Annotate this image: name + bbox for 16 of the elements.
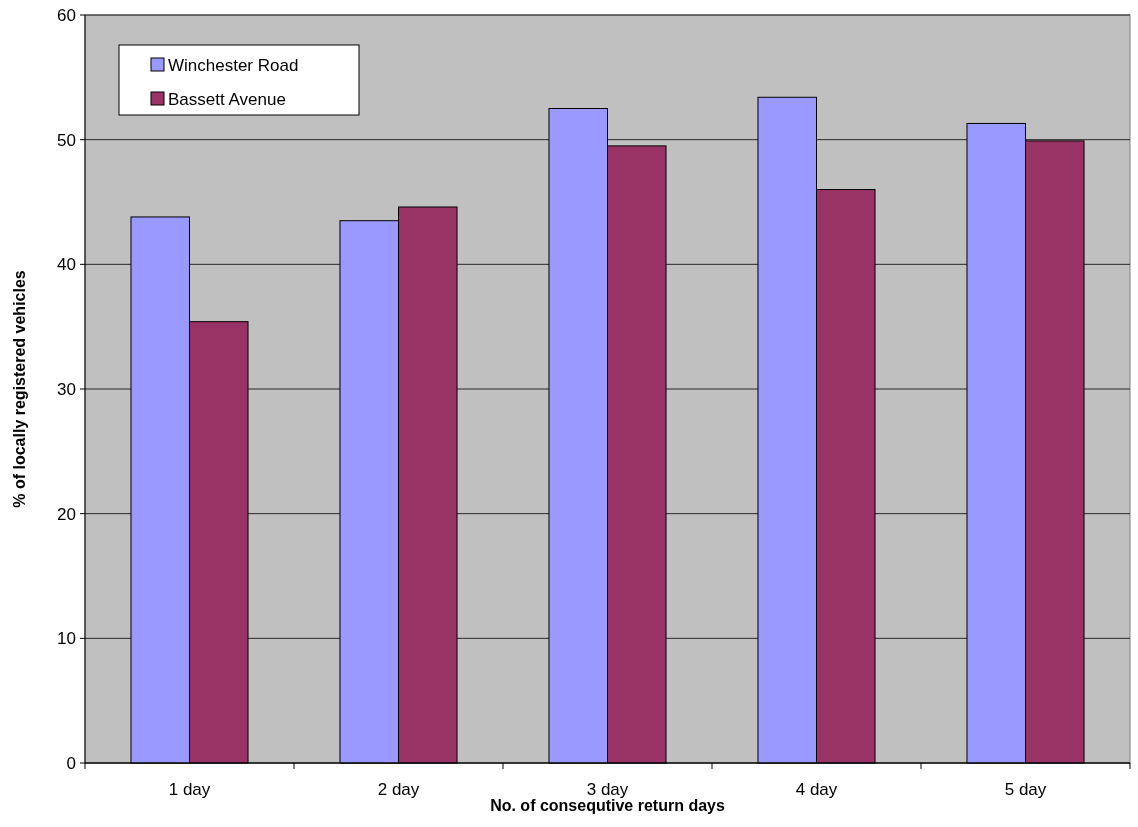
x-tick-label: 2 day: [377, 780, 420, 799]
y-tick-label: 20: [57, 504, 76, 524]
y-tick-label: 50: [57, 130, 76, 150]
x-tick-label: 3 day: [586, 780, 629, 799]
y-axis-title: % of locally registered vehicles: [11, 270, 28, 508]
y-tick-label: 10: [57, 629, 76, 649]
legend-label: Winchester Road: [168, 55, 299, 75]
legend-label: Bassett Avenue: [168, 89, 286, 109]
x-tick-label: 1 day: [168, 780, 211, 799]
y-tick-label: 60: [57, 5, 76, 25]
x-axis-title: No. of consequtive return days: [490, 797, 725, 814]
x-tick-label: 4 day: [795, 780, 838, 799]
y-tick-label: 40: [57, 255, 76, 275]
y-tick-label: 0: [66, 753, 76, 773]
y-tick-label: 30: [57, 379, 76, 399]
x-tick-label: 5 day: [1004, 780, 1047, 799]
